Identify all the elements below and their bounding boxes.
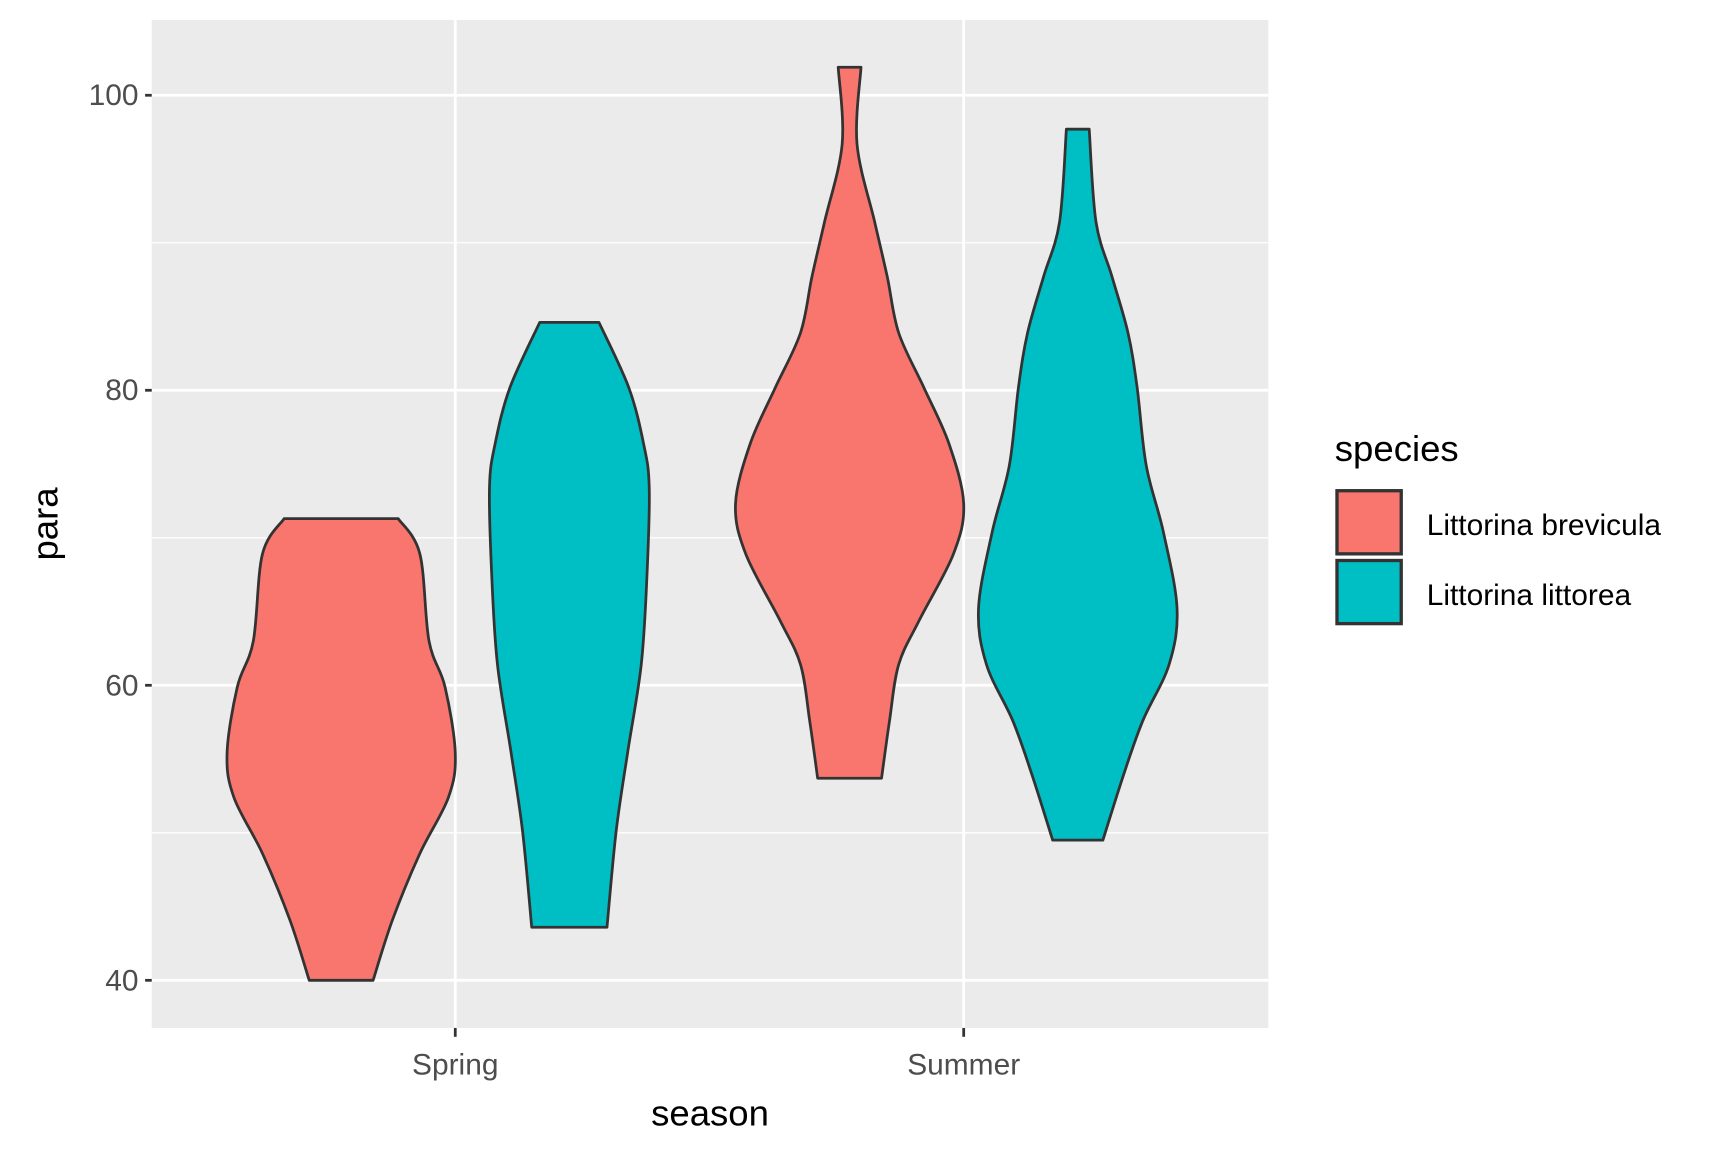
x-tick-label: Spring [412,1048,498,1081]
y-tick-label: 100 [89,79,139,112]
x-axis-title: season [651,1092,769,1133]
legend-key-littorea [1335,558,1403,626]
y-tick-label: 40 [105,964,138,997]
violin-littorea-summer [976,127,1179,842]
y-tick-label: 60 [105,669,138,702]
legend-title: species [1335,428,1459,469]
violins [225,65,1179,982]
axes: 40 60 80 100 Spring Summer [89,79,1021,1081]
legend-key-brevicula [1335,489,1403,556]
violin-brevicula-spring [225,517,457,982]
y-tick-label: 80 [105,374,138,407]
legend: species Littorina brevicula Littorina li… [1335,428,1662,626]
legend-label-littorea: Littorina littorea [1427,579,1632,612]
y-axis-title: para [25,487,66,561]
legend-label-brevicula: Littorina brevicula [1427,509,1662,542]
x-tick-label: Summer [907,1048,1020,1081]
violin-littorea-spring [487,321,651,929]
violin-brevicula-summer [734,65,966,780]
